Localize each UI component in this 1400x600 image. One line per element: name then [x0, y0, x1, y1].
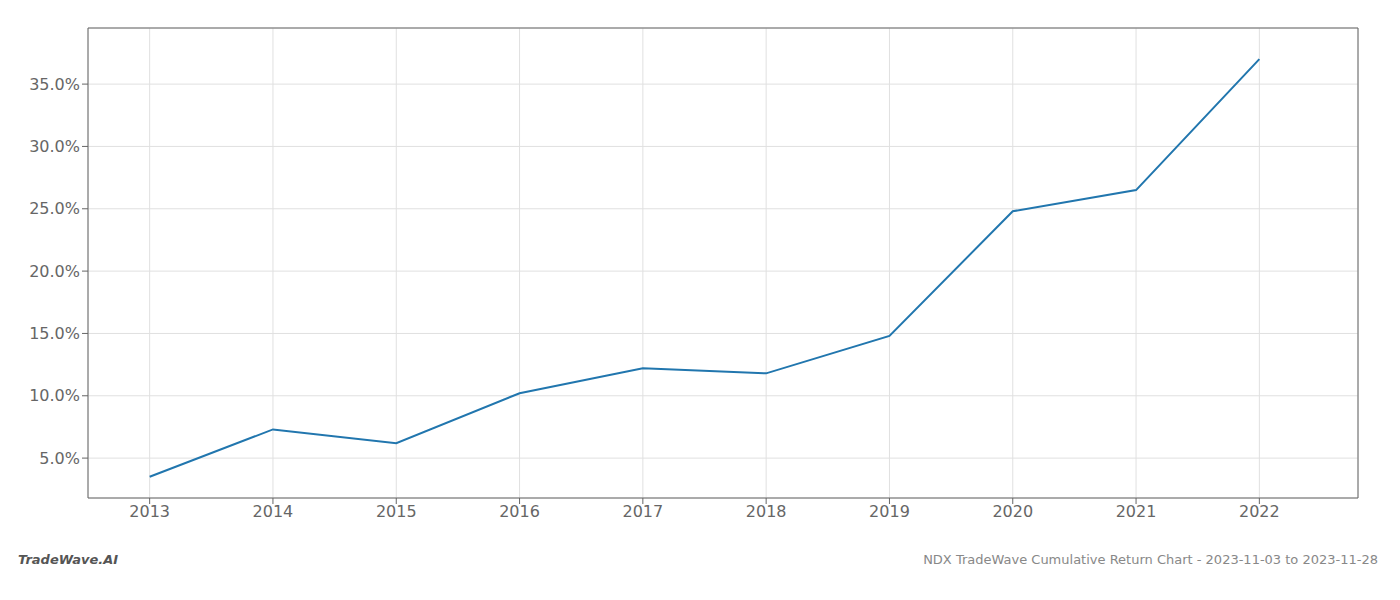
- svg-text:2022: 2022: [1239, 502, 1280, 521]
- svg-text:2015: 2015: [376, 502, 417, 521]
- svg-text:2017: 2017: [622, 502, 663, 521]
- svg-text:2013: 2013: [129, 502, 170, 521]
- svg-text:15.0%: 15.0%: [29, 324, 80, 343]
- svg-text:5.0%: 5.0%: [39, 449, 80, 468]
- svg-text:20.0%: 20.0%: [29, 262, 80, 281]
- svg-text:2016: 2016: [499, 502, 540, 521]
- html-text:NDX TradeWave Cumulative Retur: NDX TradeWave Cumulative Return Chart - …: [923, 552, 1378, 567]
- svg-text:25.0%: 25.0%: [29, 199, 80, 218]
- svg-text:2014: 2014: [253, 502, 294, 521]
- svg-text:2021: 2021: [1116, 502, 1157, 521]
- svg-text:2020: 2020: [992, 502, 1033, 521]
- svg-text:2018: 2018: [746, 502, 787, 521]
- svg-text:10.0%: 10.0%: [29, 386, 80, 405]
- html-text:TradeWave.AI: TradeWave.AI: [18, 552, 119, 567]
- svg-text:35.0%: 35.0%: [29, 75, 80, 94]
- svg-text:2019: 2019: [869, 502, 910, 521]
- svg-text:30.0%: 30.0%: [29, 137, 80, 156]
